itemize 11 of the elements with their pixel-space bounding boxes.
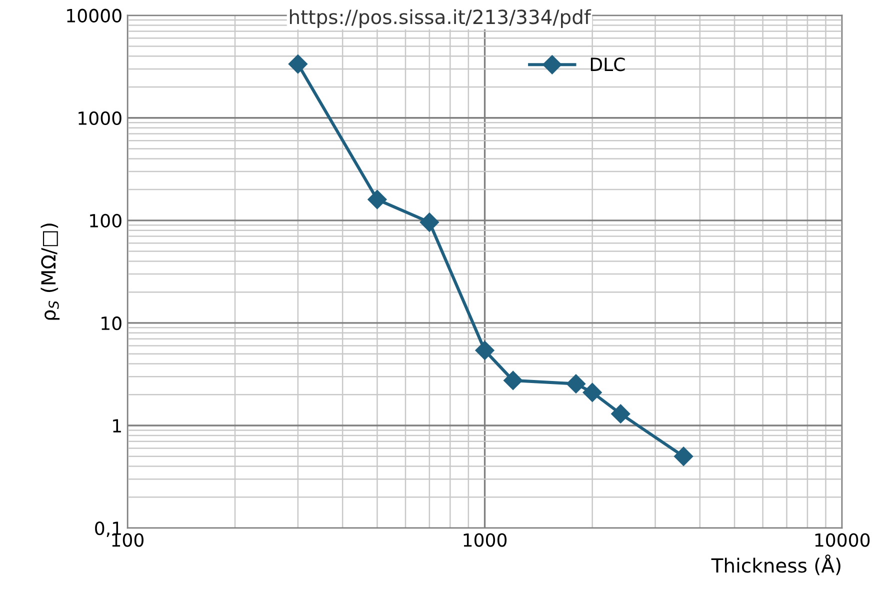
y-tick-label: 1 [113,419,121,432]
y-tick-label: 10000 [67,8,122,22]
annotation: https://pos.sissa.it/213/334/pdf [290,9,592,28]
y-tick-label: 1000 [78,111,122,126]
y-tick-label: 10 [102,316,122,330]
y-tick-label: 100 [90,214,122,228]
x-tick-label: 10000 [815,533,870,547]
x-axis-title: Thickness (Å) [711,554,840,576]
legend-label: DLC [590,58,625,72]
x-tick-label: 1000 [464,533,507,547]
y-axis-title: ρ$_{S}$ (MΩ/□) [40,224,60,320]
